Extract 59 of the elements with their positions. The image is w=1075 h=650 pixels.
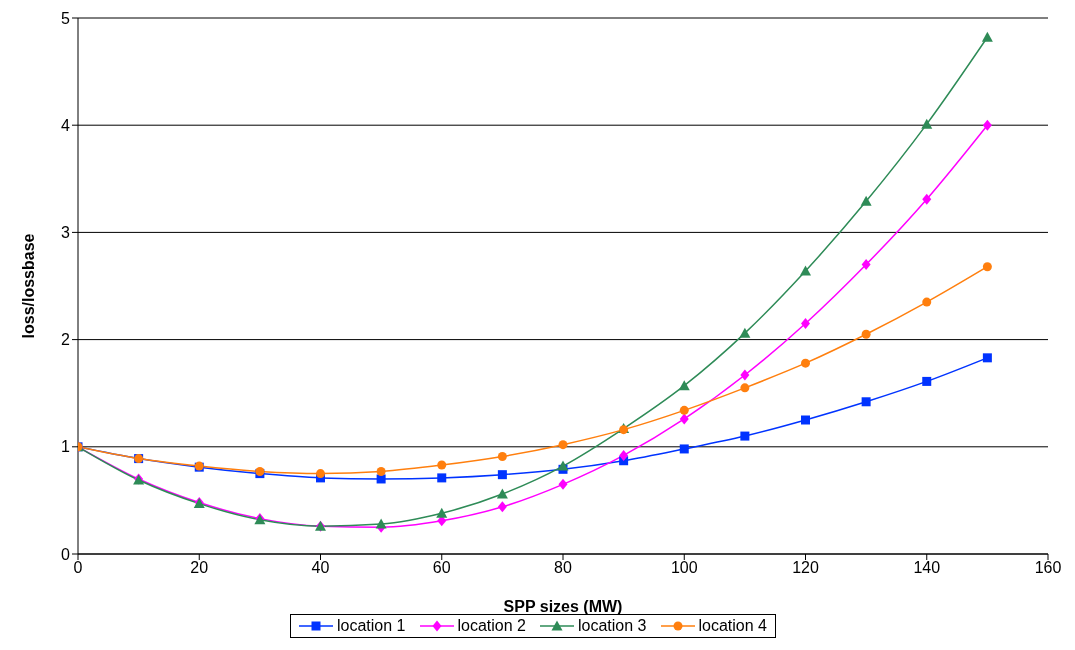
point (679, 413, 689, 425)
x-tick-label: 100 (670, 559, 698, 577)
point (861, 259, 871, 271)
point (376, 466, 386, 476)
y-axis-title: loss/lossbase (19, 233, 37, 339)
point (861, 329, 871, 339)
point (497, 451, 507, 461)
x-tick-label: 40 (311, 559, 330, 577)
point (740, 369, 750, 381)
point (558, 440, 568, 450)
point (981, 31, 993, 42)
point (678, 380, 690, 391)
y-tick-label: 0 (61, 545, 71, 563)
x-tick-label: 20 (190, 559, 209, 577)
legend-label: location 2 (456, 617, 526, 635)
point (679, 405, 689, 415)
y-tick-label: 4 (61, 116, 71, 134)
point (557, 460, 569, 471)
point (740, 383, 750, 393)
legend-label: location 3 (577, 617, 647, 635)
point (496, 488, 508, 499)
x-tick-label: 80 (554, 559, 572, 577)
point (619, 449, 629, 461)
point (982, 119, 992, 131)
point (982, 353, 992, 363)
point (375, 518, 387, 529)
point (437, 473, 447, 483)
x-tick-label: 120 (792, 559, 819, 577)
y-tick-label: 2 (61, 331, 71, 349)
point (982, 262, 992, 272)
legend-label: location 1 (336, 617, 406, 635)
point (739, 327, 751, 338)
point (801, 358, 810, 368)
point (801, 415, 810, 425)
x-tick-label: 160 (1034, 559, 1062, 577)
point (497, 470, 507, 480)
point (679, 444, 689, 454)
point (437, 460, 447, 470)
x-tick-label: 0 (73, 559, 83, 577)
point (800, 265, 811, 276)
point (801, 318, 810, 330)
point (860, 195, 872, 206)
point (922, 376, 932, 386)
point (497, 501, 507, 513)
point (922, 297, 932, 307)
y-tick-label: 3 (61, 224, 71, 242)
point (921, 118, 933, 129)
y-tick-label: 5 (61, 9, 71, 27)
x-tick-label: 140 (913, 559, 941, 577)
point (558, 478, 568, 490)
point (740, 431, 750, 441)
y-tick-label: 1 (61, 438, 71, 456)
x-tick-label: 60 (432, 559, 451, 577)
x-axis-title: SPP sizes (MW) (503, 598, 623, 615)
point (861, 397, 871, 407)
point (316, 469, 325, 479)
point (436, 507, 448, 518)
point (922, 193, 932, 205)
legend-label: location 4 (697, 617, 767, 635)
